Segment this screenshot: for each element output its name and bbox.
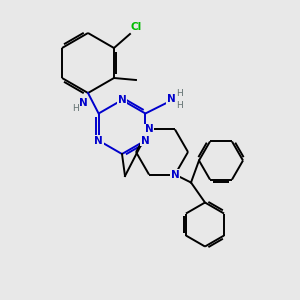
Text: N: N	[118, 95, 126, 105]
Text: Cl: Cl	[131, 22, 142, 32]
Text: H: H	[72, 104, 79, 113]
Text: N: N	[145, 124, 153, 134]
Text: N: N	[94, 136, 103, 146]
Text: N: N	[167, 94, 176, 104]
Text: H: H	[176, 89, 183, 98]
Text: N: N	[171, 169, 179, 179]
Text: N: N	[79, 98, 88, 108]
Text: N: N	[141, 136, 150, 146]
Text: H: H	[176, 101, 183, 110]
